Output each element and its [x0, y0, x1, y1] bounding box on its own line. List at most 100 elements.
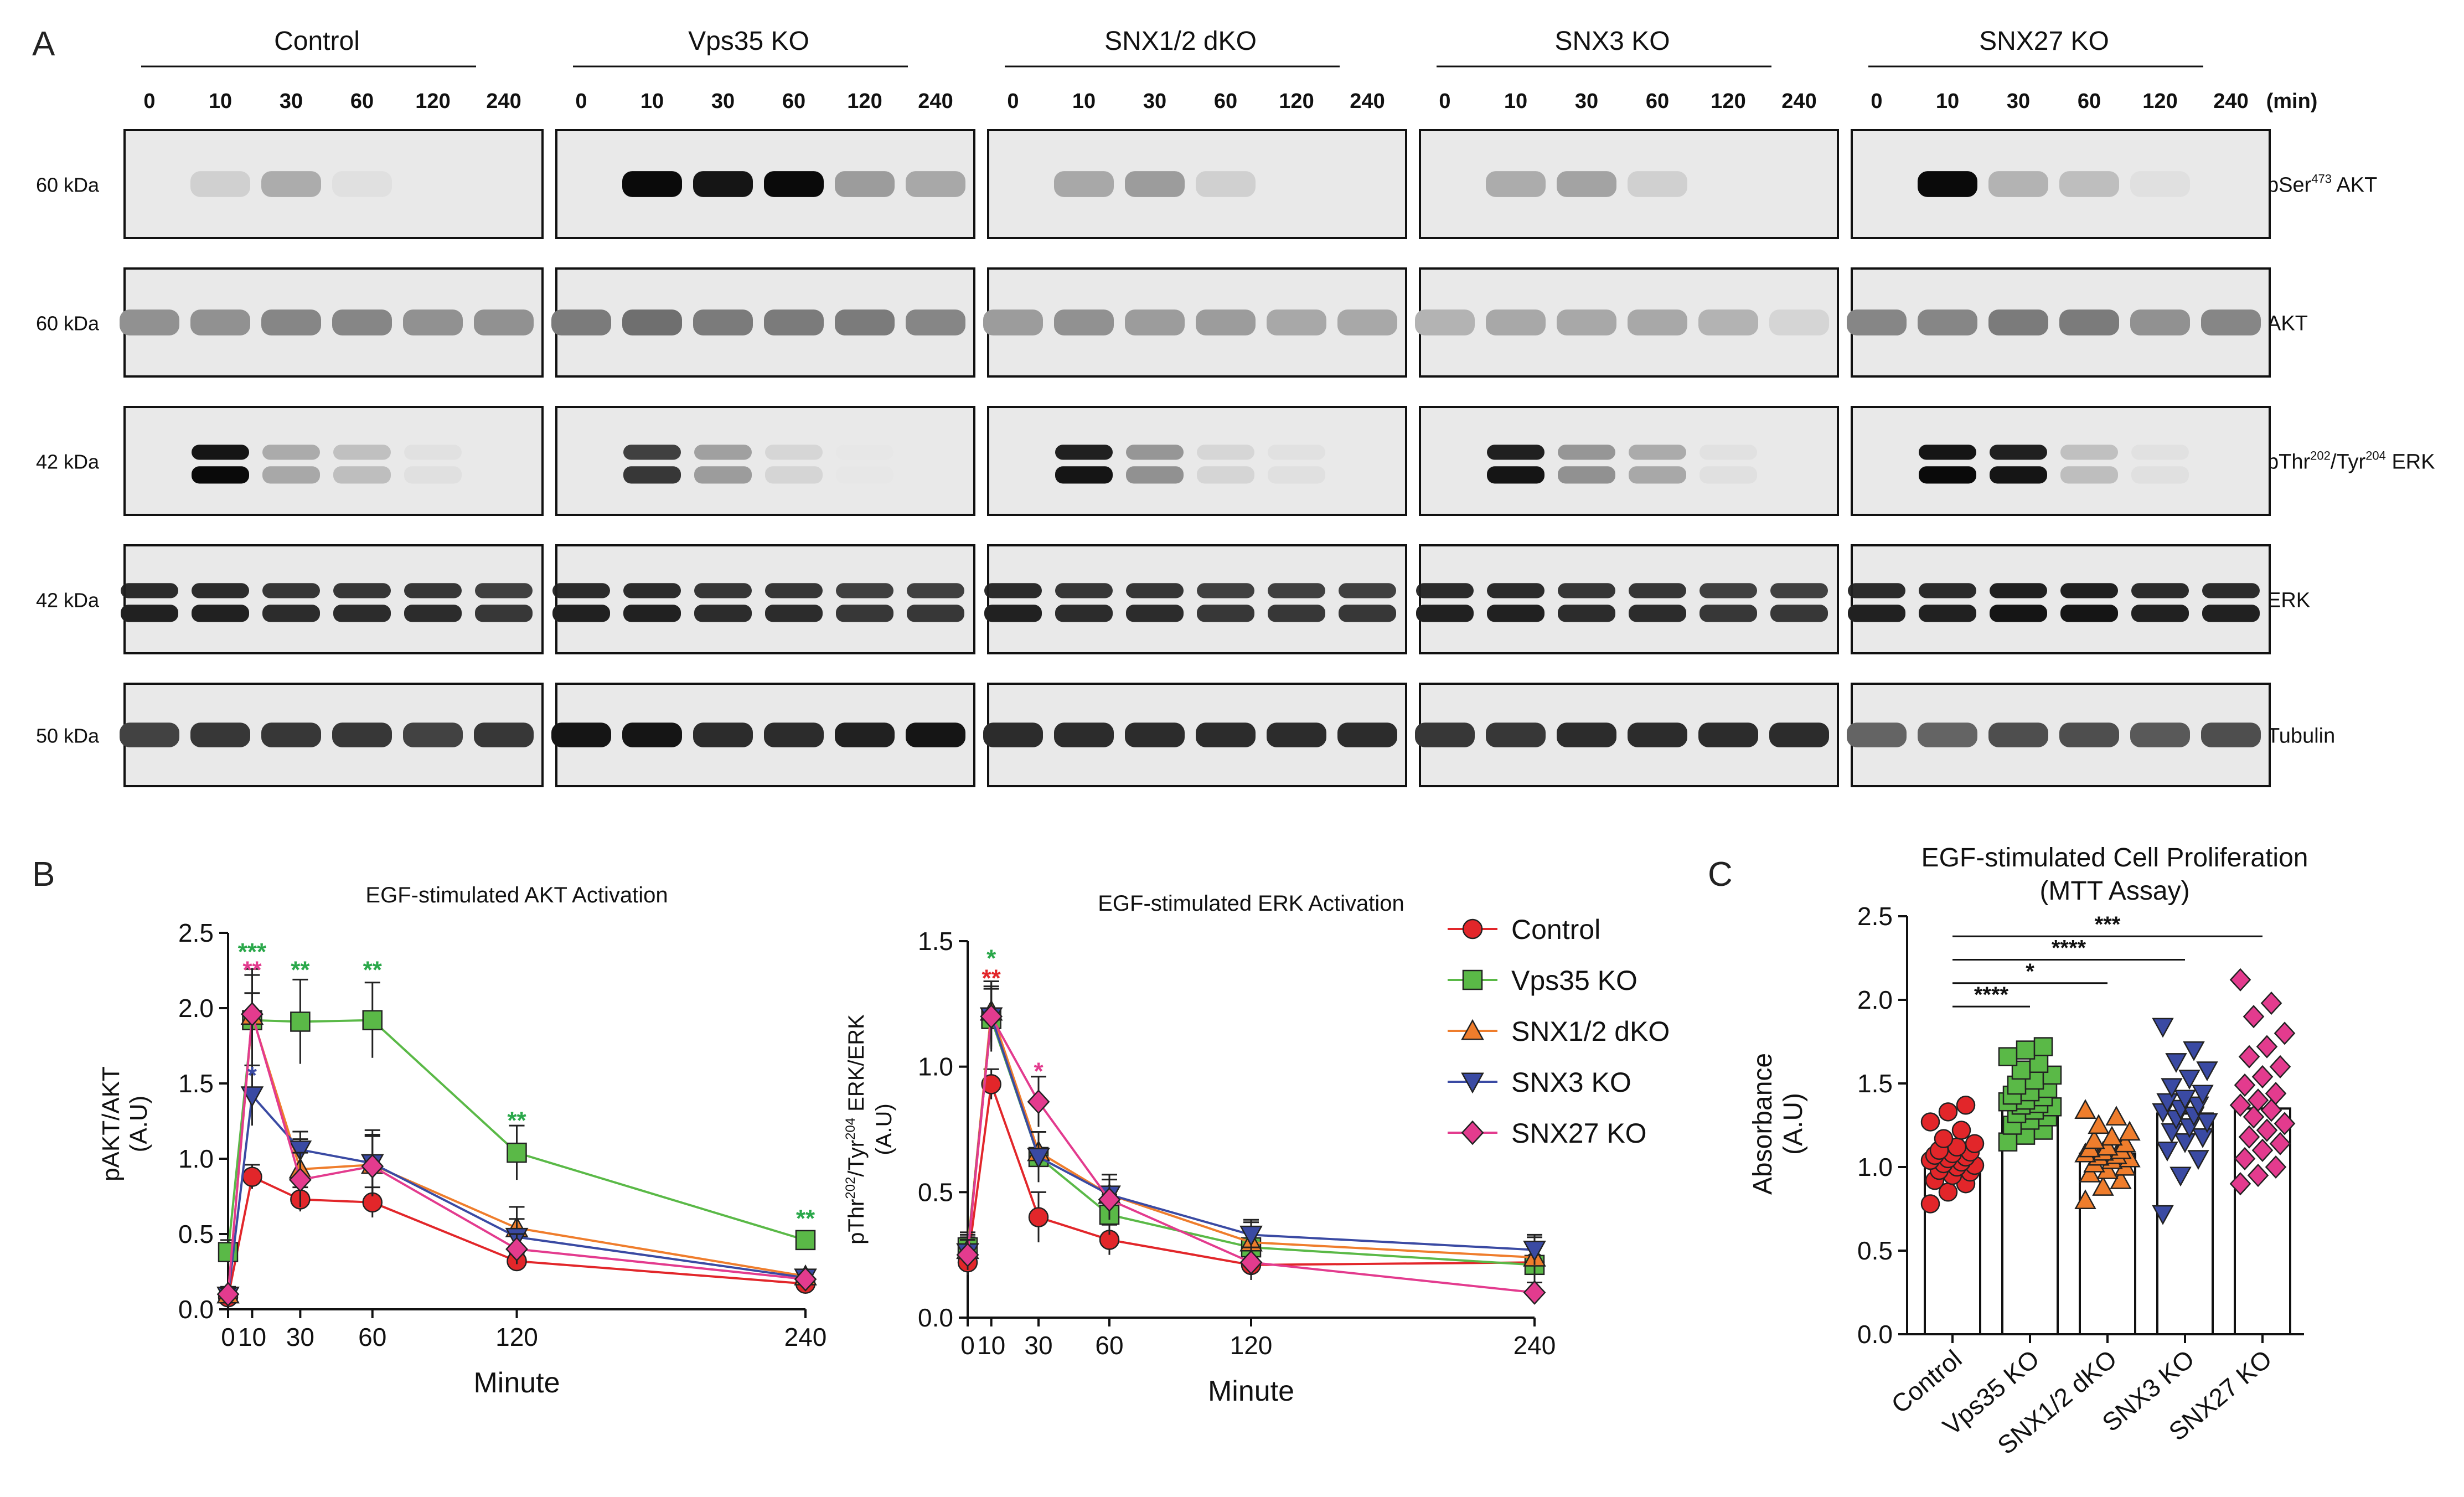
significance-marker: **: [363, 957, 383, 984]
protein-band: [764, 722, 824, 747]
protein-band: [1628, 171, 1687, 197]
timepoint-label: 60: [350, 90, 374, 113]
data-point: [2238, 1125, 2260, 1149]
timepoint-label: 60: [1646, 90, 1669, 113]
protein-band: [907, 605, 964, 622]
protein-band: [333, 466, 391, 484]
data-point: [2238, 1045, 2260, 1068]
data-point: [1239, 1250, 1263, 1275]
data-point: [1461, 1072, 1484, 1094]
data-point: [2260, 1098, 2282, 1122]
data-point: [2156, 1142, 2178, 1162]
protein-band: [836, 445, 893, 460]
data-point: [362, 1010, 383, 1031]
protein-band: [190, 171, 250, 197]
data-point: [980, 1004, 1003, 1029]
protein-band: [2131, 466, 2189, 484]
y-axis-label-unit: (A.U): [125, 1096, 152, 1153]
blot-row-label: ERK: [2267, 589, 2310, 612]
protein-band: [1054, 309, 1114, 335]
protein-band: [333, 445, 391, 460]
significance-marker: *: [986, 944, 996, 972]
x-tick-label: 60: [358, 1323, 386, 1351]
protein-band: [1337, 309, 1397, 335]
protein-band: [835, 171, 895, 197]
protein-band: [1557, 309, 1616, 335]
data-point: [1098, 1187, 1121, 1212]
data-point: [2229, 1172, 2251, 1196]
data-point: [2196, 1061, 2218, 1082]
timepoint-label: 30: [280, 90, 303, 113]
timepoint-label: 120: [2142, 90, 2177, 113]
data-point: [2256, 1035, 2278, 1059]
blot-row-label: pSer473 AKT: [2267, 172, 2377, 197]
blot-frame: [1851, 544, 2271, 654]
data-point: [2187, 1150, 2209, 1170]
protein-band: [404, 466, 462, 484]
protein-band: [765, 445, 823, 460]
data-point: [2119, 1121, 2141, 1141]
protein-band: [2060, 445, 2118, 460]
protein-band: [2202, 605, 2260, 622]
timepoint-label: 120: [1279, 90, 1314, 113]
protein-band: [403, 309, 463, 335]
data-point: [2152, 1205, 2174, 1225]
protein-band: [2131, 445, 2189, 460]
significance-marker: ****: [1974, 983, 2009, 1007]
protein-band: [552, 583, 610, 598]
timepoint-label: 30: [1143, 90, 1166, 113]
data-point: [1462, 969, 1483, 990]
protein-band: [694, 605, 752, 622]
protein-band: [192, 583, 249, 598]
y-tick-label: 0.0: [1857, 1320, 1893, 1349]
protein-band: [1847, 309, 1907, 335]
protein-band: [1337, 722, 1397, 747]
protein-band: [836, 466, 893, 484]
x-tick-label: 240: [1513, 1331, 1556, 1360]
protein-band: [693, 722, 753, 747]
timepoint-label: 60: [782, 90, 805, 113]
protein-band: [1988, 171, 2048, 197]
protein-band: [333, 583, 391, 598]
timepoint-label: 240: [2213, 90, 2248, 113]
protein-band: [1486, 722, 1546, 747]
protein-band: [765, 583, 823, 598]
blot-frame: [987, 544, 1407, 654]
protein-band: [1919, 605, 1976, 622]
blot-frame: [1851, 406, 2271, 516]
protein-band: [1769, 309, 1829, 335]
legend-entry: SNX27 KO: [1511, 1118, 1647, 1149]
y-tick-label: 1.5: [178, 1069, 214, 1098]
protein-band: [983, 722, 1043, 747]
y-tick-label: 2.0: [1857, 985, 1893, 1014]
legend-entry: SNX3 KO: [1511, 1067, 1631, 1098]
timepoint-label: 10: [640, 90, 664, 113]
data-point: [1998, 1047, 2018, 1066]
data-point: [2033, 1037, 2053, 1056]
molecular-weight-label: 42 kDa: [36, 589, 100, 612]
significance-marker: **: [242, 957, 262, 984]
protein-band: [694, 445, 752, 460]
y-tick-label: 1.5: [1857, 1069, 1893, 1098]
protein-band: [2059, 171, 2119, 197]
data-point: [2165, 1053, 2187, 1073]
protein-band: [1197, 583, 1254, 598]
significance-marker: ***: [238, 938, 267, 966]
protein-band: [1197, 466, 1254, 484]
y-tick-label: 0.5: [1857, 1236, 1893, 1265]
blot-frame: [1419, 544, 1839, 654]
protein-band: [1415, 722, 1475, 747]
group-title: Vps35 KO: [688, 27, 809, 56]
timepoint-label: 0: [143, 90, 155, 113]
data-point: [1027, 1089, 1050, 1114]
group-title: Control: [274, 27, 360, 56]
timepoint-label: 60: [2078, 90, 2101, 113]
data-point: [1523, 1280, 1546, 1305]
data-point: [2101, 1126, 2123, 1146]
protein-band: [694, 583, 752, 598]
timepoint-label: 0: [575, 90, 587, 113]
protein-band: [121, 605, 178, 622]
protein-band: [1416, 605, 1474, 622]
protein-band: [551, 309, 611, 335]
timepoint-label: 120: [415, 90, 450, 113]
